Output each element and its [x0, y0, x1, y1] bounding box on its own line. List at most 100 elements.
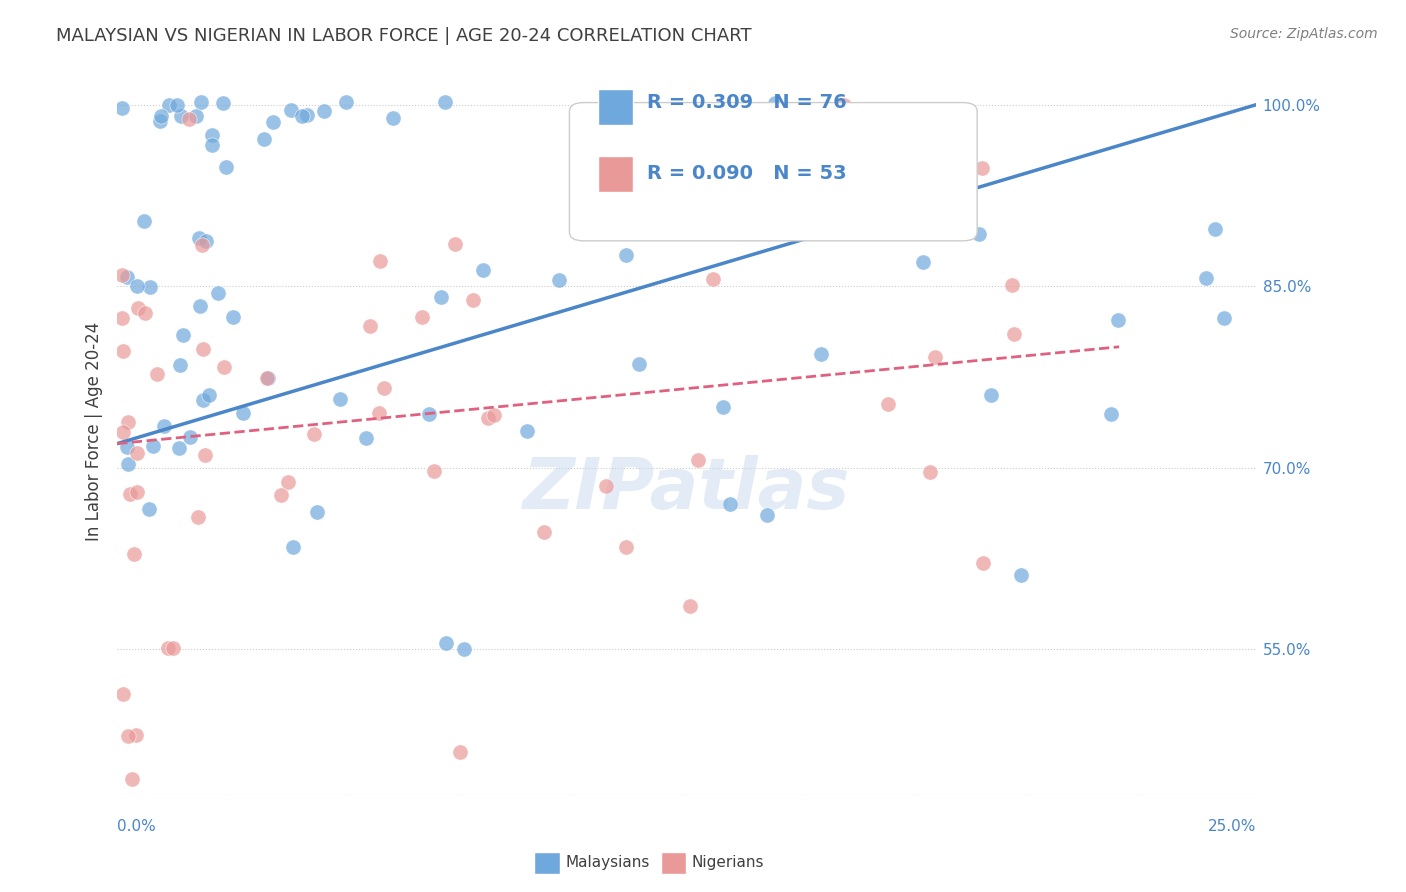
Point [433, 95, 456, 110]
Point [190, 238, 212, 252]
Point [156, 640, 179, 655]
Point [117, 729, 139, 743]
Point [1002, 327, 1025, 342]
Point [146, 368, 169, 382]
Point [111, 687, 134, 701]
Point [679, 599, 702, 613]
Point [876, 397, 898, 411]
Point [453, 641, 475, 656]
Point [194, 448, 217, 462]
Point [112, 343, 135, 358]
Point [111, 425, 134, 439]
Point [111, 268, 134, 283]
Point [449, 745, 471, 759]
Point [956, 120, 979, 135]
Point [548, 272, 571, 286]
Point [516, 424, 538, 438]
Point [187, 510, 209, 524]
Point [533, 524, 555, 539]
Point [222, 310, 245, 324]
Text: R = 0.090   N = 53: R = 0.090 N = 53 [647, 164, 846, 184]
Point [281, 540, 304, 554]
Point [232, 406, 254, 420]
Point [359, 318, 381, 333]
Point [382, 111, 405, 125]
Point [125, 445, 148, 459]
Text: Nigerians: Nigerians [692, 855, 765, 870]
Point [111, 101, 134, 115]
Point [463, 293, 485, 308]
Point [354, 431, 377, 445]
Point [373, 381, 395, 395]
Point [179, 112, 201, 126]
Point [477, 411, 499, 425]
Text: MALAYSIAN VS NIGERIAN IN LABOR FORCE | AGE 20-24 CORRELATION CHART: MALAYSIAN VS NIGERIAN IN LABOR FORCE | A… [56, 27, 752, 45]
Text: 25.0%: 25.0% [1208, 819, 1256, 834]
Text: Malaysians: Malaysians [565, 855, 650, 870]
Point [184, 109, 207, 123]
Point [166, 97, 188, 112]
Point [201, 138, 224, 153]
Point [763, 96, 786, 111]
Y-axis label: In Labor Force | Age 20-24: In Labor Force | Age 20-24 [86, 322, 103, 541]
Point [172, 328, 194, 343]
Point [312, 103, 335, 118]
Point [920, 465, 942, 479]
Point [169, 358, 191, 372]
Point [832, 98, 855, 112]
Point [335, 95, 357, 110]
Point [142, 438, 165, 452]
Point [117, 415, 139, 429]
Point [125, 279, 148, 293]
Point [307, 505, 329, 519]
Point [1204, 221, 1226, 235]
Point [170, 109, 193, 123]
Point [484, 408, 506, 422]
Point [201, 128, 224, 143]
Point [277, 475, 299, 489]
Point [911, 254, 934, 268]
Point [162, 641, 184, 656]
Point [149, 113, 172, 128]
Point [215, 160, 238, 174]
Point [188, 299, 211, 313]
Point [134, 213, 156, 227]
Point [117, 440, 139, 454]
Point [1010, 568, 1032, 582]
Point [627, 357, 650, 371]
Point [280, 103, 302, 117]
Point [150, 109, 173, 123]
Point [972, 557, 994, 571]
Point [157, 98, 180, 112]
Point [252, 131, 274, 145]
Point [127, 301, 149, 315]
Point [139, 279, 162, 293]
Point [418, 407, 440, 421]
Point [169, 441, 191, 455]
Point [443, 236, 465, 251]
Text: ZIPatlas: ZIPatlas [523, 455, 851, 524]
Text: 0.0%: 0.0% [117, 819, 156, 834]
Point [257, 371, 280, 385]
Point [434, 636, 457, 650]
Point [471, 263, 494, 277]
Point [614, 541, 637, 555]
Point [972, 161, 994, 175]
Point [595, 479, 617, 493]
Point [1195, 271, 1218, 285]
Point [212, 360, 235, 375]
Point [411, 310, 433, 325]
Point [127, 485, 149, 500]
Point [1001, 278, 1024, 293]
Point [924, 351, 946, 365]
Point [755, 508, 778, 522]
Point [967, 227, 990, 242]
Point [614, 108, 637, 122]
Point [262, 115, 284, 129]
Point [811, 169, 834, 183]
Point [134, 306, 156, 320]
Point [810, 347, 832, 361]
Point [723, 114, 745, 128]
Point [718, 497, 741, 511]
Text: R = 0.309   N = 76: R = 0.309 N = 76 [647, 93, 846, 112]
